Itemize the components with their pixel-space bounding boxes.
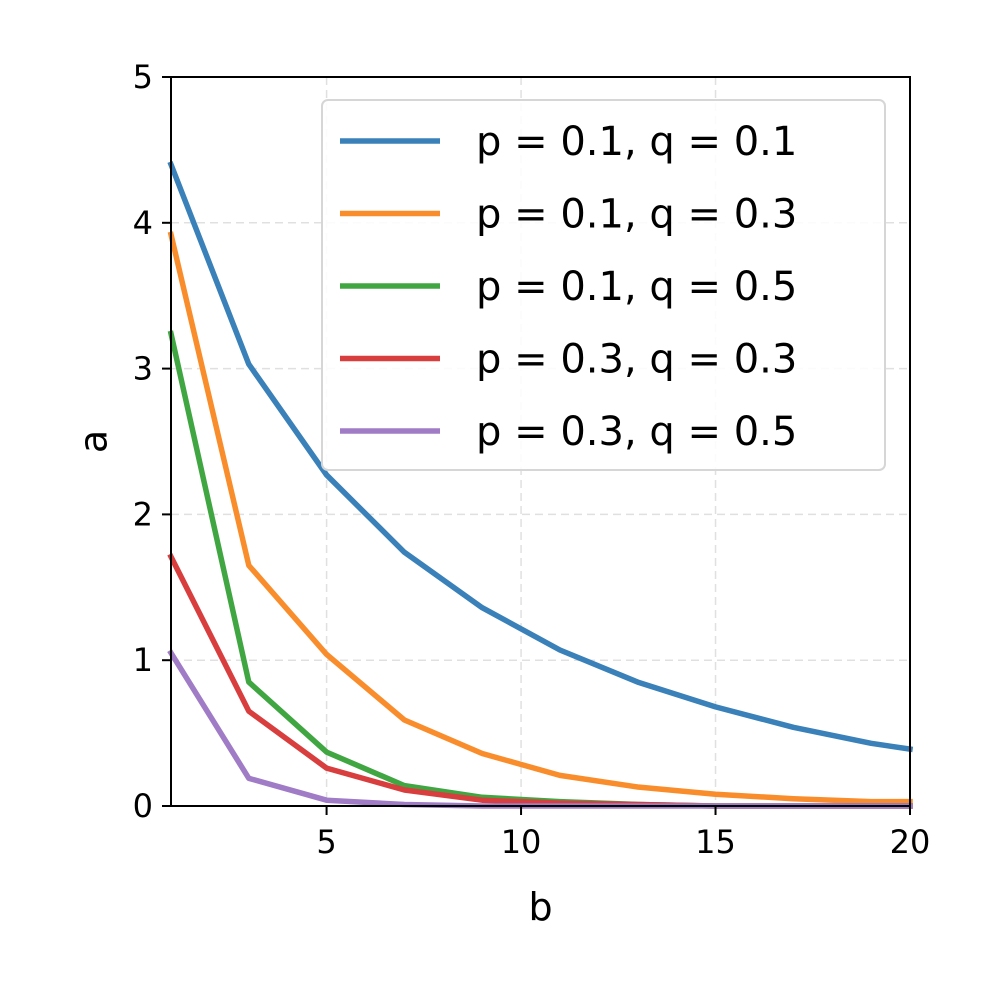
legend: p = 0.1, q = 0.1 p = 0.1, q = 0.3 p = 0.1,… <box>321 99 886 471</box>
legend-label: p = 0.1, q = 0.1 <box>476 119 797 165</box>
y-tick-label: 3 <box>133 350 153 388</box>
plot-frame <box>170 76 911 807</box>
legend-box <box>321 99 886 471</box>
legend-label: p = 0.1, q = 0.3 <box>476 192 797 238</box>
series-line <box>167 160 914 753</box>
legend-label: p = 0.3, q = 0.3 <box>476 337 797 383</box>
axis-ticks: 5 10 15 20 0 1 2 3 4 5 <box>133 58 931 861</box>
y-axis-label: a <box>72 430 116 453</box>
series-line <box>167 231 913 805</box>
x-tick-label: 10 <box>501 823 542 861</box>
y-tick-label: 1 <box>133 641 153 679</box>
x-axis-label: b <box>528 885 552 929</box>
y-tick-label: 2 <box>133 495 153 533</box>
x-tick-label: 5 <box>316 823 336 861</box>
x-tick-label: 15 <box>695 823 736 861</box>
legend-label: p = 0.1, q = 0.5 <box>476 264 797 310</box>
legend-label: p = 0.3, q = 0.5 <box>476 409 797 455</box>
y-tick-label: 4 <box>133 204 153 242</box>
x-tick-label: 20 <box>890 823 931 861</box>
y-tick-label: 0 <box>133 787 153 825</box>
y-tick-label: 5 <box>133 58 153 96</box>
